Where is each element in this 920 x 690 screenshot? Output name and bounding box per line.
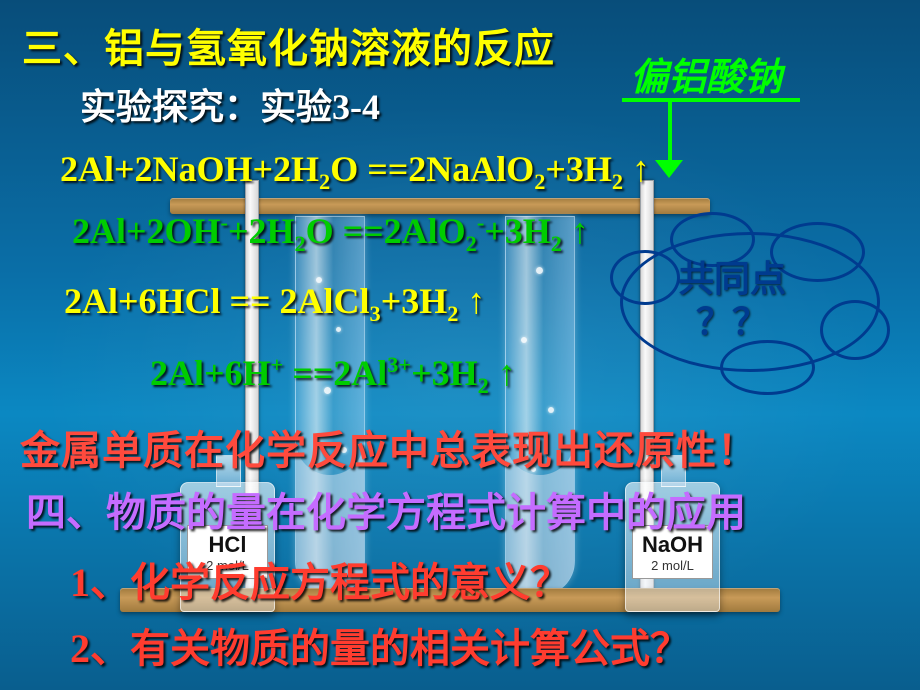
test-tube-right: [505, 216, 575, 596]
annotation-arrow-stem: [668, 98, 672, 168]
section-4-title: 四、物质的量在化学方程式计算中的应用: [26, 480, 746, 538]
question-1: 1、化学反应方程式的意义？: [70, 550, 570, 608]
question-2: 2、有关物质的量的相关计算公式？: [70, 616, 690, 674]
summary-statement: 金属单质在化学反应中总表现出还原性！: [20, 418, 758, 476]
section-title: 三、铝与氢氧化钠溶液的反应: [22, 16, 555, 74]
experiment-subtitle: 实验探究：实验3-4: [80, 78, 380, 130]
annotation-arrow-head: [655, 160, 683, 178]
equation-2-ionic: 2Al+6H+ ==2Al3++3H2 ↑: [150, 352, 516, 399]
thought-cloud-lobe-1: [610, 250, 680, 305]
equation-2-molecular: 2Al+6HCl == 2AlCl3+3H2 ↑: [64, 280, 485, 327]
annotation-sodium-aluminate: 偏铝酸钠: [630, 46, 782, 101]
thought-cloud-lobe-5: [720, 340, 815, 395]
thought-text: 共同点 ？？: [678, 258, 786, 344]
bottle-right-conc: 2 mol/L: [651, 558, 694, 573]
thought-line1: 共同点: [678, 259, 786, 299]
thought-cloud-lobe-4: [820, 300, 890, 360]
test-tube-left: [295, 216, 365, 596]
equation-1-molecular: 2Al+2NaOH+2H2O ==2NaAlO2+3H2 ↑: [60, 148, 650, 195]
thought-line2: ？？: [696, 302, 768, 342]
equation-1-ionic: 2Al+2OH-+2H2O ==2AlO2-+3H2 ↑: [72, 210, 589, 257]
